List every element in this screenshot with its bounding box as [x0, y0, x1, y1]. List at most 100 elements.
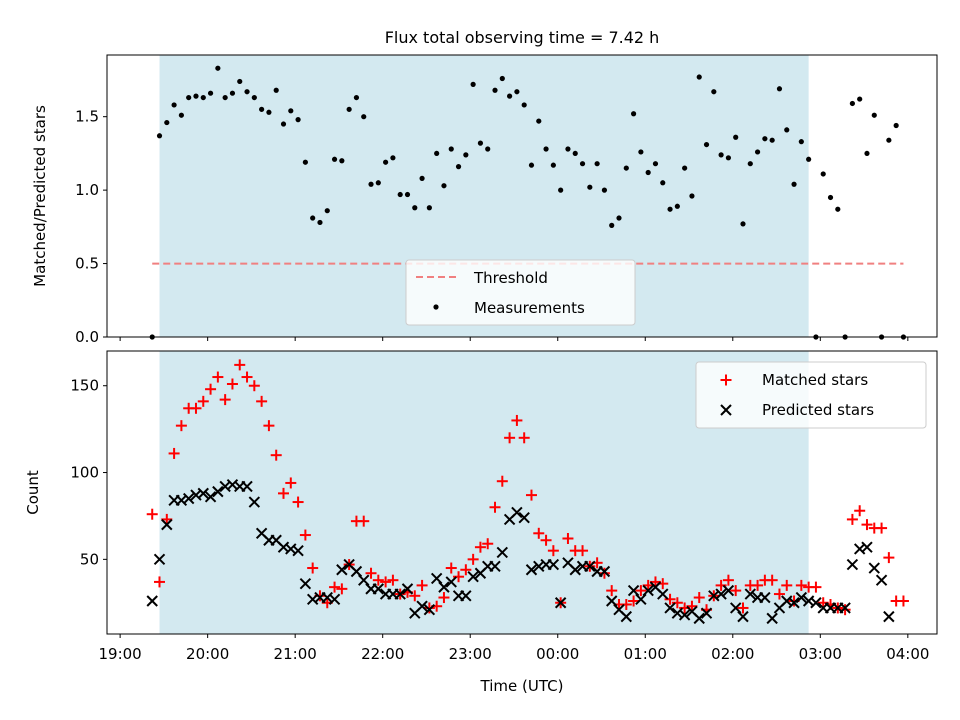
matched-star-point	[409, 590, 421, 602]
measurement-point	[784, 127, 790, 133]
ratio-x-ticks	[119, 337, 909, 341]
matched-star-point	[467, 553, 479, 565]
predicted-star-point	[715, 588, 727, 600]
x-tick-label: 01:00	[624, 645, 667, 663]
x-tick-label: 21:00	[274, 645, 317, 663]
measurement-point	[579, 161, 586, 167]
measurement-point	[696, 74, 702, 80]
measurement-point	[747, 161, 753, 167]
matched-star-point	[664, 593, 676, 605]
matched-star-point	[299, 529, 311, 541]
matched-star-point	[649, 576, 661, 588]
measurement-point	[470, 81, 476, 87]
measurement-point	[652, 161, 659, 167]
measurement-point	[346, 106, 352, 112]
predicted-stars-points	[146, 478, 895, 625]
matched-star-point	[161, 513, 173, 525]
matched-star-point	[861, 519, 873, 531]
measurement-point	[703, 141, 710, 148]
predicted-star-point	[372, 583, 385, 595]
measurement-point	[893, 122, 899, 129]
measurement-point	[733, 134, 739, 140]
matched-star-point	[897, 595, 909, 607]
measurement-point	[492, 87, 498, 93]
measurement-point	[193, 93, 199, 99]
measurement-point	[259, 106, 265, 112]
matched-star-point	[445, 562, 457, 574]
y-tick-label: 50	[80, 550, 99, 568]
measurement-point	[397, 191, 403, 198]
legend-matched-marker	[720, 374, 732, 386]
measurement-point	[280, 121, 287, 127]
matched-star-point	[883, 552, 895, 564]
figure-title: Flux total observing time = 7.42 h	[385, 28, 660, 47]
matched-star-point	[241, 371, 253, 383]
measurement-point	[434, 150, 440, 157]
measurement-point	[164, 119, 170, 126]
x-tick-label: 23:00	[449, 645, 492, 663]
measurement-point	[215, 65, 221, 71]
matched-star-point	[190, 402, 202, 414]
measurement-point	[543, 146, 549, 152]
matched-star-point	[365, 567, 377, 579]
measurement-point	[390, 155, 396, 161]
predicted-star-point	[642, 584, 654, 597]
predicted-star-point	[241, 480, 253, 493]
predicted-star-point	[664, 602, 676, 614]
matched-star-point	[175, 420, 187, 432]
legend-predicted-swatch	[720, 404, 732, 416]
matched-star-point	[737, 602, 749, 614]
predicted-star-point	[489, 560, 501, 572]
legend-matched-swatch	[720, 374, 732, 386]
ratio-legend: Threshold Measurements	[405, 259, 636, 326]
x-tick-label: 03:00	[799, 645, 842, 663]
legend-predicted-label: Predicted stars	[762, 401, 874, 419]
matched-star-point	[876, 522, 888, 534]
measurement-point	[368, 181, 374, 187]
predicted-star-point	[467, 570, 479, 583]
measurement-point	[645, 169, 651, 176]
matched-star-point	[416, 579, 428, 591]
predicted-star-point	[161, 518, 173, 531]
matched-star-point	[752, 579, 764, 591]
measurement-point	[528, 162, 535, 168]
predicted-star-point	[875, 574, 888, 586]
predicted-star-point	[248, 496, 261, 508]
legend-measurements-swatch	[433, 304, 439, 310]
ratio-legend-box	[405, 259, 636, 326]
predicted-star-point	[416, 600, 428, 612]
predicted-star-point	[846, 558, 859, 571]
measurement-point	[725, 155, 732, 161]
measurement-point	[463, 152, 469, 158]
measurement-point	[638, 149, 644, 155]
predicted-star-point	[328, 593, 341, 605]
y-tick-label: 100	[70, 464, 99, 482]
measurement-point	[477, 140, 484, 146]
measurement-point	[186, 94, 192, 101]
matched-star-point	[518, 432, 530, 444]
measurement-point	[550, 162, 556, 168]
measurement-point	[339, 158, 345, 164]
predicted-star-point	[766, 612, 778, 625]
predicted-star-point	[795, 591, 808, 604]
predicted-star-point	[853, 543, 866, 555]
predicted-star-point	[204, 491, 217, 503]
measurement-point	[791, 181, 797, 187]
matched-star-point	[817, 597, 829, 609]
measurement-point	[521, 102, 527, 108]
legend-measurements-label: Measurements	[474, 299, 585, 317]
measurement-point	[849, 100, 855, 107]
count-legend: Matched stars Predicted stars	[695, 361, 927, 429]
matched-star-point	[810, 581, 822, 593]
legend-threshold-label: Threshold	[473, 269, 548, 287]
measurement-point	[324, 208, 330, 214]
measurement-point	[222, 94, 228, 101]
predicted-star-point	[810, 597, 822, 609]
predicted-star-point	[292, 544, 304, 557]
predicted-star-point	[700, 607, 713, 619]
measurement-point	[806, 156, 812, 162]
predicted-star-point	[394, 588, 406, 600]
predicted-star-point	[584, 560, 596, 572]
matched-star-point	[358, 515, 370, 527]
